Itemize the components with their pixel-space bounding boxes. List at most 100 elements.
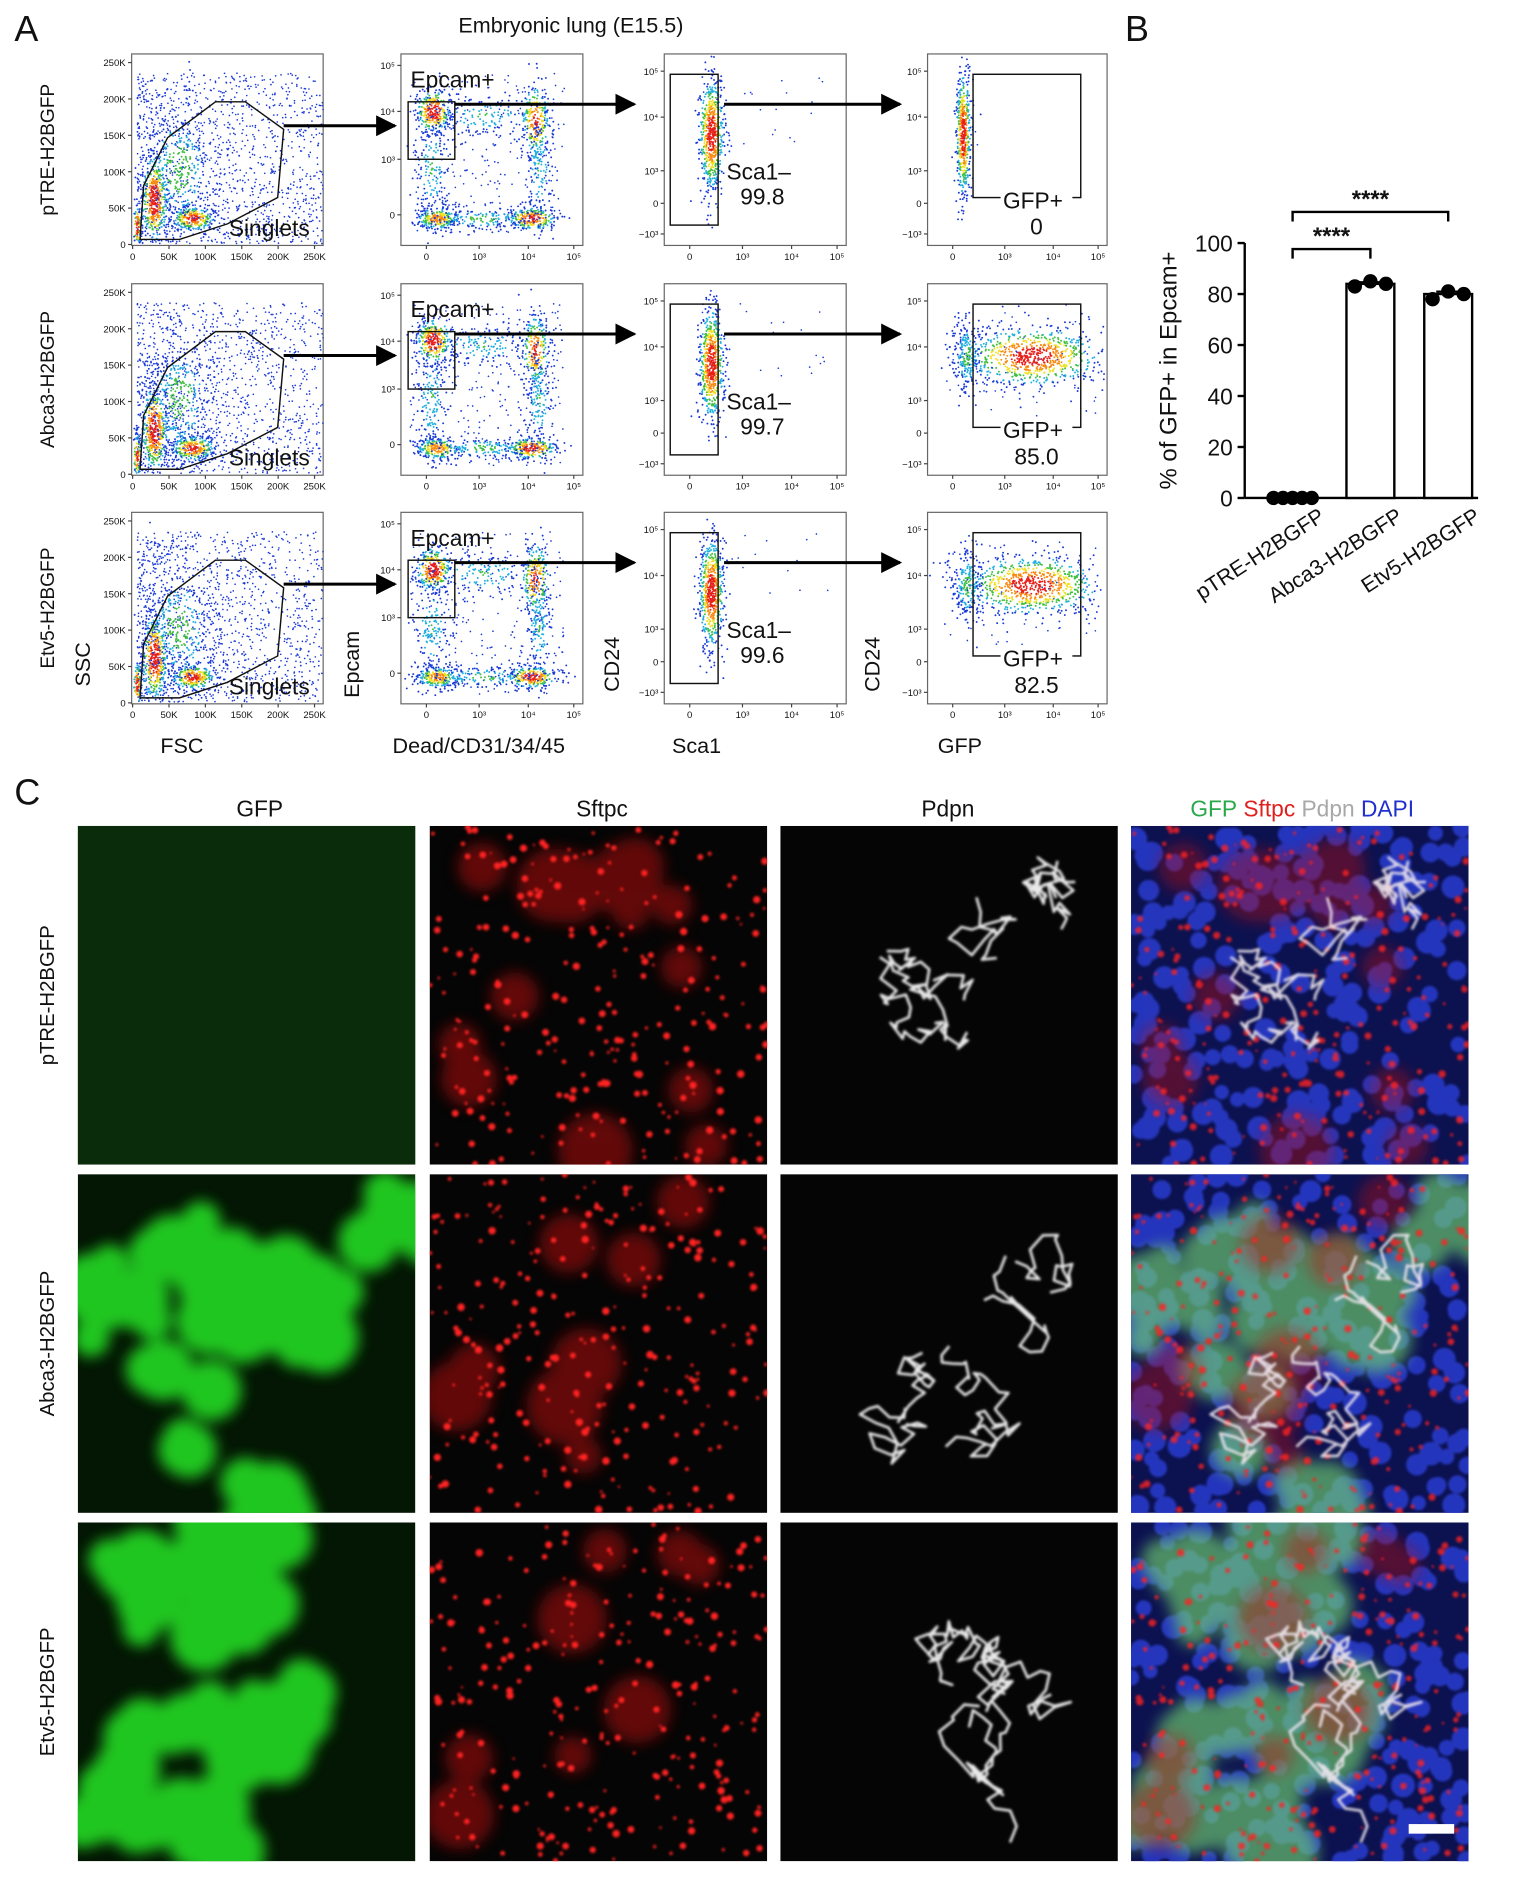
event-dot [540, 209, 543, 212]
event-dot [436, 194, 439, 197]
event-dot [137, 122, 140, 125]
event-dot [136, 204, 138, 207]
event-dot [212, 191, 215, 194]
event-dot [282, 203, 285, 205]
event-dot [488, 210, 491, 213]
event-dot [507, 74, 510, 77]
event-dot [206, 196, 209, 199]
event-dot [490, 217, 493, 220]
event-dot [431, 162, 434, 165]
event-dot [184, 119, 187, 122]
event-dot [314, 80, 316, 83]
event-dot [538, 217, 541, 220]
event-dot [541, 192, 543, 195]
event-dot [149, 160, 152, 163]
x-tick-label: 0 [130, 252, 135, 263]
event-dot [150, 110, 152, 113]
event-dot [208, 159, 211, 162]
event-dot [218, 231, 221, 234]
y-tick-label: 10⁴ [644, 113, 659, 124]
event-dot [311, 120, 313, 122]
event-dot [730, 145, 733, 147]
event-dot [302, 91, 305, 93]
event-dot [226, 103, 229, 106]
event-dot [180, 225, 183, 228]
event-dot [173, 92, 176, 95]
event-dot [419, 110, 422, 113]
event-dot [491, 231, 494, 234]
event-dot [424, 198, 427, 200]
event-dot [538, 200, 541, 203]
event-dot [182, 147, 185, 150]
event-dot [495, 226, 498, 229]
event-dot [411, 221, 414, 224]
event-dot [220, 183, 223, 186]
event-dot [151, 118, 154, 121]
event-dot [158, 218, 161, 221]
event-dot [135, 238, 138, 241]
event-dot [164, 115, 167, 118]
event-dot [167, 120, 169, 122]
event-dot [534, 150, 537, 153]
event-dot [553, 194, 555, 197]
event-dot [156, 231, 158, 234]
event-dot [174, 206, 177, 209]
event-dot [714, 134, 717, 137]
event-dot [508, 218, 511, 221]
event-dot [281, 191, 284, 194]
event-dot [194, 211, 197, 213]
event-dot [149, 80, 152, 82]
event-dot [186, 241, 188, 243]
event-dot [156, 233, 159, 236]
event-dot [497, 114, 500, 117]
event-dot [202, 173, 205, 176]
event-dot [300, 186, 302, 188]
event-dot [152, 149, 155, 152]
event-dot [561, 90, 564, 93]
event-dot [194, 99, 197, 102]
event-dot [427, 161, 430, 164]
event-dot [708, 202, 711, 205]
event-dot [208, 182, 211, 185]
event-dot [196, 218, 199, 221]
event-dot [244, 79, 247, 82]
event-dot [160, 239, 163, 242]
event-dot [554, 148, 556, 150]
event-dot [289, 72, 292, 75]
event-dot [169, 195, 172, 198]
event-dot [543, 126, 546, 129]
event-dot [531, 168, 534, 171]
event-dot [464, 99, 466, 102]
event-dot [418, 215, 421, 218]
event-dot [193, 145, 196, 147]
event-dot [164, 94, 167, 97]
event-dot [711, 86, 714, 89]
event-dot [548, 192, 551, 195]
event-dot [165, 174, 168, 177]
y-tick-label: 50K [109, 204, 127, 215]
event-dot [710, 55, 713, 58]
event-dot [138, 211, 141, 214]
event-dot [159, 221, 162, 224]
event-dot [710, 77, 713, 80]
event-dot [293, 181, 295, 183]
event-dot [174, 227, 177, 229]
event-dot [705, 143, 708, 146]
event-dot [702, 102, 705, 104]
event-dot [424, 192, 427, 195]
event-dot [179, 208, 182, 211]
event-dot [183, 141, 186, 144]
event-dot [513, 127, 515, 129]
event-dot [153, 221, 156, 224]
event-dot [155, 96, 158, 99]
event-dot [422, 106, 425, 109]
event-dot [188, 80, 191, 83]
event-dot [449, 126, 451, 129]
event-dot [144, 187, 147, 190]
event-dot [223, 91, 225, 94]
event-dot [189, 68, 192, 71]
event-dot [521, 217, 524, 220]
event-dot [723, 86, 726, 89]
event-dot [442, 119, 445, 122]
event-dot [259, 192, 262, 194]
